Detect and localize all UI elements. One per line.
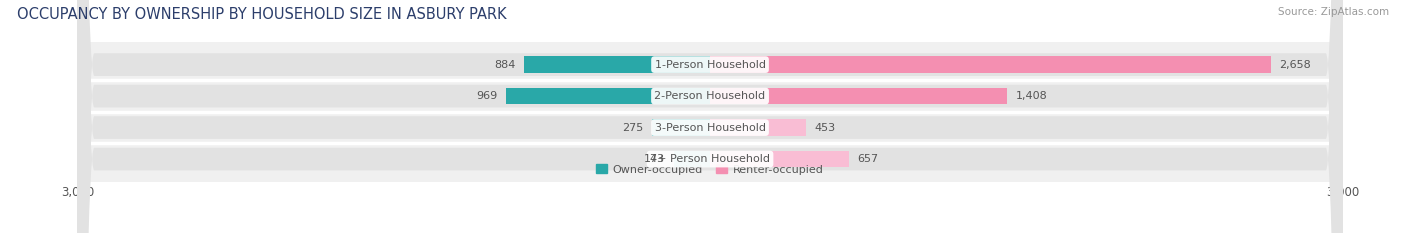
Text: 657: 657	[858, 154, 879, 164]
Text: 275: 275	[623, 123, 644, 133]
Bar	[523, 56, 710, 73]
Bar	[710, 56, 1271, 73]
FancyBboxPatch shape	[77, 0, 1343, 233]
Text: 453: 453	[814, 123, 835, 133]
FancyBboxPatch shape	[77, 0, 1343, 233]
Text: 2-Person Household: 2-Person Household	[654, 91, 766, 101]
Bar	[710, 119, 806, 136]
FancyBboxPatch shape	[77, 0, 1343, 233]
Text: 1-Person Household: 1-Person Household	[655, 60, 765, 70]
Text: 884: 884	[494, 60, 515, 70]
Text: 3-Person Household: 3-Person Household	[655, 123, 765, 133]
Text: OCCUPANCY BY OWNERSHIP BY HOUSEHOLD SIZE IN ASBURY PARK: OCCUPANCY BY OWNERSHIP BY HOUSEHOLD SIZE…	[17, 7, 506, 22]
Bar	[652, 119, 710, 136]
Bar	[673, 151, 710, 167]
Bar	[710, 88, 1007, 104]
FancyBboxPatch shape	[77, 0, 1343, 233]
Text: 1,408: 1,408	[1015, 91, 1047, 101]
Legend: Owner-occupied, Renter-occupied: Owner-occupied, Renter-occupied	[592, 160, 828, 179]
Bar	[506, 88, 710, 104]
Text: 173: 173	[644, 154, 665, 164]
Text: 4+ Person Household: 4+ Person Household	[650, 154, 770, 164]
Text: Source: ZipAtlas.com: Source: ZipAtlas.com	[1278, 7, 1389, 17]
Bar	[710, 151, 849, 167]
Text: 969: 969	[477, 91, 498, 101]
Text: 2,658: 2,658	[1279, 60, 1310, 70]
